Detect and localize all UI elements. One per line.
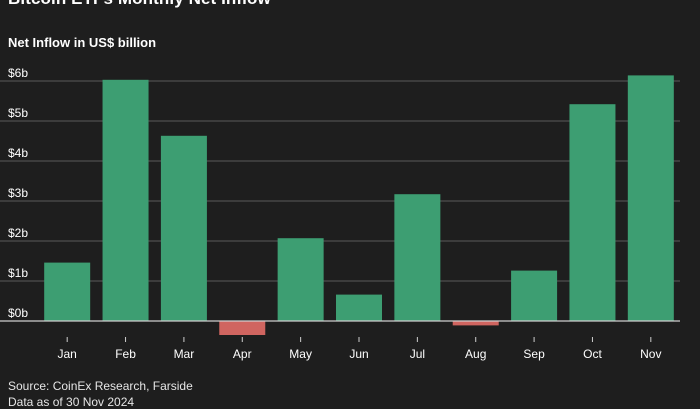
x-tick-label: Apr xyxy=(233,347,252,361)
bar xyxy=(336,294,382,321)
x-tick-label: Jan xyxy=(58,347,77,361)
bar xyxy=(394,194,441,321)
chart-subtitle: Net Inflow in US$ billion xyxy=(8,35,157,50)
bar xyxy=(452,321,499,326)
x-tick-label: Sep xyxy=(523,347,545,361)
bar xyxy=(627,75,674,322)
y-tick-labels: $0b $1b $2b $3b $4b $5b $6b xyxy=(8,66,28,320)
y-tick-label: $6b xyxy=(8,66,28,80)
bar xyxy=(102,79,149,321)
chart-title: Bitcoin ETFs Monthly Net Inflow xyxy=(8,0,271,9)
source-note: Source: CoinEx Research, Farside xyxy=(8,379,193,393)
bar xyxy=(44,262,91,321)
y-tick-label: $2b xyxy=(8,226,28,240)
x-tick-label: Jun xyxy=(349,347,368,361)
bar xyxy=(277,238,324,321)
x-tick-label: Aug xyxy=(465,347,486,361)
date-note: Data as of 30 Nov 2024 xyxy=(8,395,135,409)
bar xyxy=(219,321,266,335)
bar-chart: $0b $1b $2b $3b $4b $5b $6b Jan Feb Mar Apr May Jun… xyxy=(0,66,680,361)
bars xyxy=(44,75,674,335)
y-tick-label: $3b xyxy=(8,186,28,200)
x-tick-label: Mar xyxy=(174,347,195,361)
y-tick-label: $0b xyxy=(8,306,28,320)
x-tick-marks xyxy=(66,337,652,342)
x-tick-label: Feb xyxy=(115,347,136,361)
y-tick-label: $5b xyxy=(8,106,28,120)
bar xyxy=(569,104,616,321)
x-tick-label: Oct xyxy=(583,347,602,361)
bar xyxy=(511,270,558,321)
x-tick-label: May xyxy=(289,347,312,361)
x-tick-label: Jul xyxy=(410,347,425,361)
y-tick-label: $1b xyxy=(8,266,28,280)
y-tick-label: $4b xyxy=(8,146,28,160)
x-tick-labels: Jan Feb Mar Apr May Jun Jul Aug Sep Oct Nov xyxy=(58,347,662,361)
bar xyxy=(160,135,207,321)
x-tick-label: Nov xyxy=(640,347,661,361)
